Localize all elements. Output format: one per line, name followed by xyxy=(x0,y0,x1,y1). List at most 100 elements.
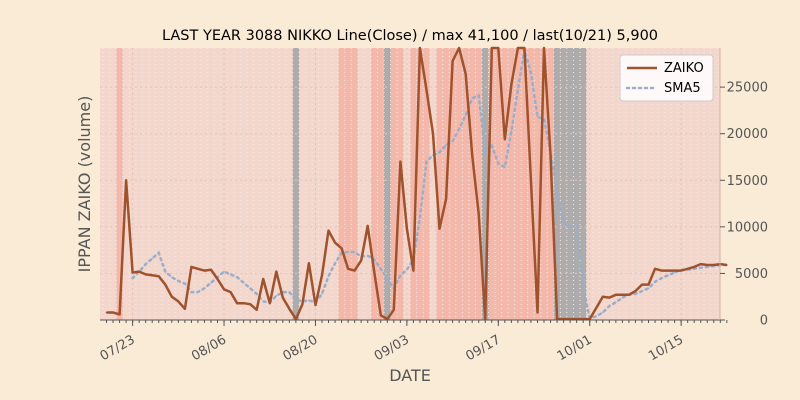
data-point-zaiko xyxy=(680,269,682,272)
data-point-sma5 xyxy=(236,276,238,279)
data-point-zaiko xyxy=(673,269,676,272)
data-point-sma5 xyxy=(229,273,232,276)
data-point-sma5 xyxy=(458,128,460,130)
legend-box xyxy=(619,54,714,102)
day-band xyxy=(292,48,300,320)
data-point-sma5 xyxy=(438,151,441,154)
day-band xyxy=(521,48,528,320)
data-point-zaiko xyxy=(144,273,147,276)
data-point-zaiko xyxy=(229,291,232,293)
data-point-sma5 xyxy=(419,216,421,219)
chart-title: LAST YEAR 3088 NIKKO Line(Close) / max 4… xyxy=(162,28,658,44)
data-point-zaiko xyxy=(510,83,513,86)
data-point-sma5 xyxy=(615,301,617,304)
data-point-zaiko xyxy=(412,269,415,272)
day-band xyxy=(384,48,391,320)
data-point-sma5 xyxy=(347,251,349,253)
data-point-zaiko xyxy=(536,311,539,314)
data-point-zaiko xyxy=(105,311,108,314)
data-point-zaiko xyxy=(255,309,258,311)
data-point-zaiko xyxy=(314,304,317,306)
data-point-sma5 xyxy=(484,151,487,154)
data-point-zaiko xyxy=(282,296,284,299)
data-point-sma5 xyxy=(595,315,598,318)
data-point-zaiko xyxy=(686,268,689,270)
data-point-zaiko xyxy=(340,247,343,250)
data-point-zaiko xyxy=(190,266,193,268)
day-band xyxy=(534,48,541,320)
day-band xyxy=(475,48,482,320)
data-point-sma5 xyxy=(308,299,310,302)
data-point-zaiko xyxy=(464,73,467,75)
data-point-zaiko xyxy=(308,262,310,265)
data-point-zaiko xyxy=(406,227,408,230)
data-point-sma5 xyxy=(210,281,212,284)
data-point-zaiko xyxy=(726,264,728,266)
data-point-zaiko xyxy=(491,47,493,49)
day-band xyxy=(410,48,417,320)
data-point-zaiko xyxy=(125,179,127,182)
series-layer xyxy=(105,46,729,321)
x-tick-label: 08/06 xyxy=(189,332,229,364)
data-point-zaiko xyxy=(517,47,519,49)
data-point-sma5 xyxy=(491,145,493,147)
day-band xyxy=(468,48,476,320)
data-point-zaiko xyxy=(288,308,291,310)
data-point-sma5 xyxy=(425,160,428,163)
x-tick-label: 08/20 xyxy=(281,332,321,364)
data-point-zaiko xyxy=(138,270,140,273)
data-point-sma5 xyxy=(242,281,245,284)
data-point-zaiko xyxy=(549,153,552,155)
data-point-zaiko xyxy=(366,225,369,227)
data-point-sma5 xyxy=(144,263,147,265)
data-point-zaiko xyxy=(210,268,212,271)
day-band xyxy=(416,48,424,320)
data-point-sma5 xyxy=(164,270,167,273)
data-point-zaiko xyxy=(275,270,278,273)
data-point-sma5 xyxy=(184,282,186,285)
data-point-zaiko xyxy=(713,264,715,266)
data-point-zaiko xyxy=(504,138,506,141)
x-tick-label: 09/17 xyxy=(463,332,503,364)
data-point-sma5 xyxy=(327,275,330,278)
day-band xyxy=(508,48,515,320)
data-point-zaiko xyxy=(634,290,637,292)
data-point-zaiko xyxy=(177,300,180,303)
data-point-sma5 xyxy=(706,266,709,268)
x-tick-label: 10/15 xyxy=(646,332,686,364)
data-point-zaiko xyxy=(353,269,356,272)
data-point-zaiko xyxy=(438,227,441,230)
y-tick-label: 25000 xyxy=(727,81,768,96)
data-point-zaiko xyxy=(699,263,702,265)
data-point-sma5 xyxy=(223,270,225,273)
data-point-sma5 xyxy=(667,274,669,277)
data-point-sma5 xyxy=(151,257,153,260)
data-point-zaiko xyxy=(595,307,598,309)
day-band xyxy=(514,48,522,320)
data-point-sma5 xyxy=(608,305,611,307)
data-point-sma5 xyxy=(562,223,565,225)
day-band xyxy=(116,48,123,320)
y-tick-label: 15000 xyxy=(727,174,768,189)
data-point-zaiko xyxy=(425,89,428,91)
day-band xyxy=(501,48,509,320)
data-point-zaiko xyxy=(197,268,199,270)
data-point-zaiko xyxy=(667,269,669,272)
x-axis-title: DATE xyxy=(389,366,431,385)
day-band xyxy=(449,48,456,320)
data-point-zaiko xyxy=(242,302,245,305)
data-point-sma5 xyxy=(497,162,500,165)
data-point-zaiko xyxy=(184,308,186,310)
data-point-sma5 xyxy=(373,258,376,261)
data-point-zaiko xyxy=(641,283,643,286)
day-band xyxy=(566,48,574,320)
data-point-sma5 xyxy=(647,287,650,290)
data-point-zaiko xyxy=(530,181,532,183)
x-tick-label: 09/03 xyxy=(372,332,412,364)
data-point-zaiko xyxy=(249,303,251,306)
data-point-sma5 xyxy=(660,277,663,279)
data-point-zaiko xyxy=(543,47,545,49)
x-tick-label: 10/01 xyxy=(555,332,595,364)
data-point-zaiko xyxy=(693,266,695,268)
data-point-sma5 xyxy=(190,291,193,293)
